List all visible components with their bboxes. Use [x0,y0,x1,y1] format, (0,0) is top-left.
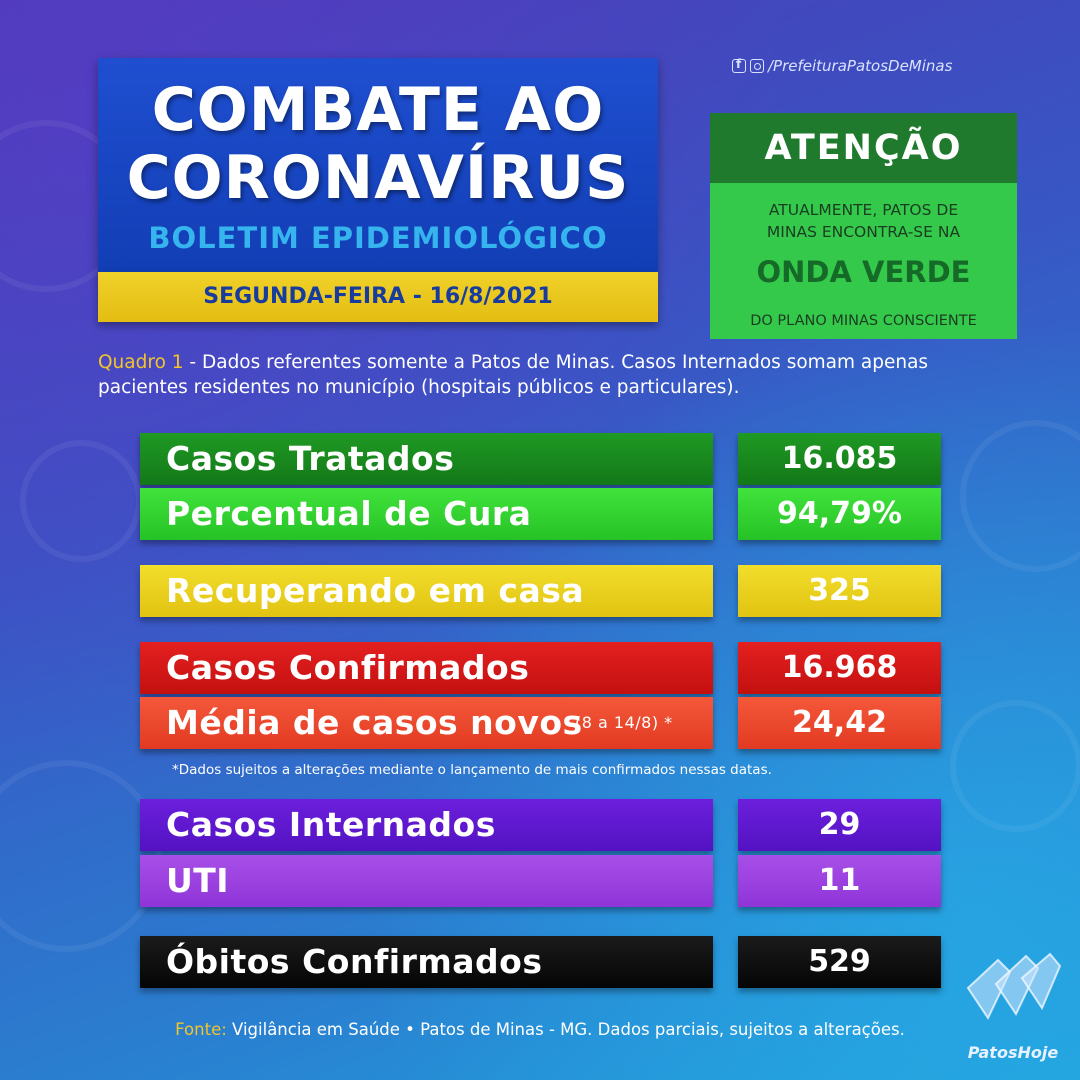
background-virus-shape [20,440,142,562]
row-label-obitos: Óbitos Confirmados [140,936,713,988]
row-value-casos-tratados: 16.085 [738,433,941,485]
row-value-casos-internados: 29 [738,799,941,851]
attention-line-1: ATUALMENTE, PATOS DE [768,201,959,219]
title-line-2: CORONAVÍRUS [126,143,630,213]
bulletin-subtitle: BOLETIM EPIDEMIOLÓGICO [148,221,608,255]
background-virus-shape [950,700,1080,832]
row-label-casos-confirmados: Casos Confirmados [140,642,713,694]
quadro-note: Quadro 1 - Dados referentes somente a Pa… [98,350,998,400]
attention-body: ATUALMENTE, PATOS DE MINAS ENCONTRA-SE N… [710,183,1017,339]
row-label-recuperando: Recuperando em casa [140,565,713,617]
attention-heading: ATENÇÃO [710,113,1017,183]
brand-logo: PatosHoje [958,948,1068,1068]
quadro-text: - Dados referentes somente a Patos de Mi… [98,352,929,398]
attention-line-2: MINAS ENCONTRA-SE NA [766,223,961,241]
source-text: Vigilância em Saúde • Patos de Minas - M… [226,1020,905,1039]
attention-wave: ONDA VERDE [756,255,971,289]
background-virus-shape [0,760,162,952]
row-value-percentual-cura: 94,79% [738,488,941,540]
row-value-recuperando: 325 [738,565,941,617]
row-label-casos-internados: Casos Internados [140,799,713,851]
row-value-obitos: 529 [738,936,941,988]
quadro-label: Quadro 1 [98,352,184,373]
header-title-panel: COMBATE AO CORONAVÍRUS BOLETIM EPIDEMIOL… [98,58,658,272]
row-label-media-casos-novos: Média de casos novos [166,703,583,742]
footnote: *Dados sujeitos a alterações mediante o … [172,762,772,778]
source-line: Fonte: Vigilância em Saúde • Patos de Mi… [0,1020,1080,1039]
row-label-uti: UTI [140,855,713,907]
title-line-1: COMBATE AO [151,75,605,145]
attention-line-3: DO PLANO MINAS CONSCIENTE [750,313,977,329]
bulletin-date: SEGUNDA-FEIRA - 16/8/2021 [98,272,658,322]
row-value-casos-confirmados: 16.968 [738,642,941,694]
social-handle: /PrefeituraPatosDeMinas [732,56,952,76]
row-value-media-casos-novos: 24,42 [738,697,941,749]
row-value-uti: 11 [738,855,941,907]
instagram-icon [750,59,764,73]
brand-name: PatosHoje [967,1043,1059,1062]
row-label-percentual-cura: Percentual de Cura [140,488,713,540]
source-label: Fonte: [175,1020,227,1039]
row-media-casos-novos: Média de casos novos (8 a 14/8) * [140,697,713,749]
row-label-casos-tratados: Casos Tratados [140,433,713,485]
swim-fins-icon [966,952,1062,1021]
attention-box: ATENÇÃO ATUALMENTE, PATOS DE MINAS ENCON… [710,113,1017,339]
facebook-icon [732,57,746,73]
background-virus-shape [960,420,1080,572]
row-sublabel-media-casos-novos: (8 a 14/8) * [575,713,673,732]
social-handle-text: /PrefeituraPatosDeMinas [768,57,953,75]
bulletin-header: COMBATE AO CORONAVÍRUS BOLETIM EPIDEMIOL… [98,58,658,322]
